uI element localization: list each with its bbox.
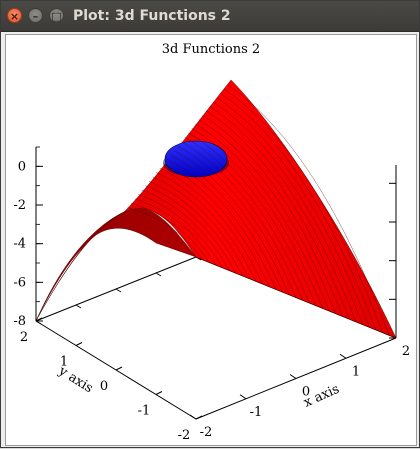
- mesh-line: [195, 123, 330, 312]
- mesh-line: [227, 84, 390, 336]
- mesh-line: [145, 185, 237, 274]
- mesh-line: [170, 154, 283, 293]
- x-tick-label: 2: [402, 344, 410, 359]
- y-tick-label: 0: [100, 379, 108, 394]
- mesh-line: [191, 128, 323, 309]
- y-tick: [155, 391, 163, 395]
- y-tick: [115, 366, 123, 371]
- tick-labels: -8 -6 -4 -2 0 -2 -1 0 1 2 -2 -1 0 1 2: [13, 159, 410, 443]
- close-button[interactable]: ×: [7, 8, 22, 23]
- window-title: Plot: 3d Functions 2: [73, 8, 231, 24]
- mesh-line: [188, 132, 317, 306]
- mesh-line: [223, 88, 383, 333]
- y-tick-label: -1: [138, 404, 151, 419]
- x-tick: [239, 394, 247, 400]
- z-tick-label: -4: [13, 237, 26, 252]
- z-tick-label: -8: [13, 314, 26, 329]
- title-bar[interactable]: × – □ Plot: 3d Functions 2: [1, 1, 419, 32]
- plot-title: 3d Functions 2: [162, 42, 260, 57]
- mesh-line: [148, 181, 243, 276]
- surface-mesh: [127, 84, 390, 336]
- mesh-line: [166, 159, 277, 290]
- z-tick-label: 0: [18, 159, 26, 174]
- mesh-line: [213, 101, 363, 325]
- mesh-line: [216, 97, 370, 328]
- mesh-line: [159, 167, 263, 285]
- x-tick-label: 0: [302, 385, 310, 400]
- z-tick-label: -2: [13, 198, 26, 213]
- mesh-line: [180, 141, 303, 301]
- x-tick: [189, 414, 197, 420]
- x-tick: [289, 374, 297, 379]
- x-tick-label: 1: [352, 364, 360, 379]
- plot-area: 3d Functions 2 y axis x axis -8 -6 -4 -2 0 -2…: [5, 34, 417, 446]
- x-tick-label: -2: [200, 425, 213, 440]
- x-tick: [339, 353, 347, 359]
- mesh-line: [131, 203, 210, 263]
- mesh-line: [156, 172, 257, 282]
- y-tick-label: 2: [20, 330, 28, 345]
- mesh-line: [141, 189, 230, 271]
- y-tick: [35, 317, 43, 322]
- mesh-line: [163, 163, 270, 287]
- mesh-line: [177, 145, 297, 298]
- floor-back-tick: [155, 272, 162, 277]
- floor-back-tick: [115, 288, 122, 293]
- mesh-line: [202, 115, 343, 317]
- floor-back-tick: [75, 304, 82, 309]
- mesh-line: [134, 198, 217, 266]
- mesh-line: [138, 194, 223, 268]
- surface-main: [35, 79, 397, 339]
- y-tick-label: -2: [178, 428, 191, 443]
- mesh-line: [184, 137, 310, 303]
- mesh-line: [198, 119, 337, 314]
- mesh-line: [173, 150, 290, 295]
- maximize-button[interactable]: □: [49, 8, 64, 23]
- minimize-button[interactable]: –: [28, 8, 43, 23]
- axis-ticks: [35, 146, 397, 420]
- mesh-line: [220, 93, 377, 330]
- z-tick-label: -6: [13, 275, 26, 290]
- mesh-line: [127, 207, 203, 260]
- y-tick: [195, 415, 203, 420]
- mesh-line: [209, 106, 357, 322]
- sphere: [164, 140, 228, 178]
- x-tick-label: -1: [250, 405, 263, 420]
- mesh-line: [152, 176, 250, 279]
- floor-back-tick: [35, 320, 42, 325]
- y-tick-label: 1: [60, 355, 68, 370]
- mesh-line: [205, 110, 350, 320]
- y-tick: [75, 342, 83, 346]
- plot-svg: 3d Functions 2 y axis x axis -8-6-4-20-2…: [13, 42, 410, 443]
